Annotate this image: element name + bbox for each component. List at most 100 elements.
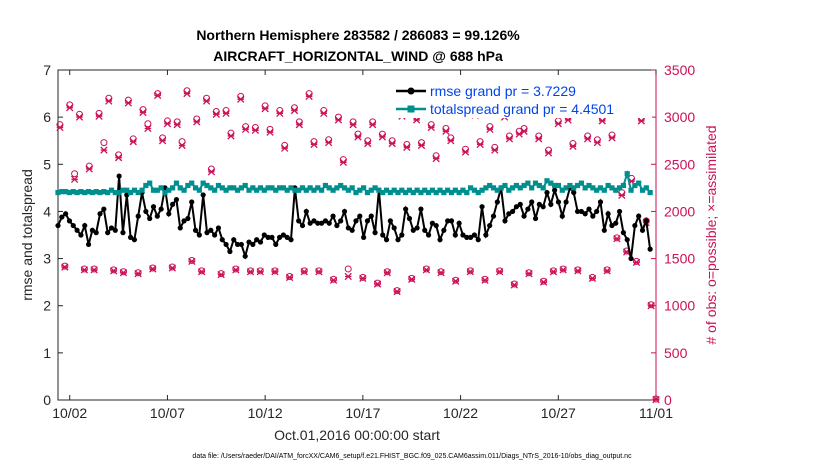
obs-assimilated-point <box>290 106 299 115</box>
obs-assimilated-point <box>217 270 225 279</box>
totalspread-point <box>330 187 336 193</box>
obs-assimilated-point <box>183 89 191 98</box>
obs-assimilated-point <box>227 132 235 140</box>
totalspread-point <box>620 182 626 189</box>
totalspread-point <box>616 185 623 191</box>
rmse-point <box>212 232 218 238</box>
rmse-point <box>288 237 294 243</box>
rmse-point <box>361 234 367 240</box>
totalspread-point <box>380 189 386 196</box>
rmse-point <box>173 197 180 203</box>
rmse-point <box>315 220 321 226</box>
totalspread-point <box>601 187 607 193</box>
rmse-point <box>540 204 546 210</box>
obs-possible-point <box>437 268 445 276</box>
rmse-point <box>441 227 447 233</box>
totalspread-point <box>322 182 329 189</box>
obs-possible-point <box>549 267 557 275</box>
obs-assimilated-point <box>173 121 181 129</box>
obs-assimilated-point <box>207 168 216 176</box>
obs-assimilated-point <box>652 395 660 404</box>
rmse-point <box>242 253 248 259</box>
totalspread-point <box>345 187 351 193</box>
totalspread-point <box>510 185 516 191</box>
totalspread-point <box>506 187 512 193</box>
totalspread-point <box>238 185 244 191</box>
obs-assimilated-point <box>232 266 240 274</box>
rmse-point <box>403 206 409 212</box>
totalspread-point <box>82 189 88 196</box>
totalspread-point <box>559 187 565 193</box>
rmse-point <box>231 237 237 243</box>
obs-assimilated-point <box>554 120 562 128</box>
rmse-point <box>418 206 424 212</box>
rmse-point <box>177 225 183 231</box>
obs-assimilated-point <box>647 302 655 310</box>
totalspread-point <box>166 187 172 193</box>
rmse-point <box>525 206 531 212</box>
obs-assimilated-point <box>295 121 304 129</box>
obs-possible-point <box>393 287 401 295</box>
rmse-point <box>552 187 558 193</box>
rmse-point <box>338 218 344 224</box>
obs-assimilated-point <box>593 138 602 147</box>
totalspread-point <box>422 187 428 193</box>
totalspread-point <box>338 182 344 189</box>
rmse-point <box>93 230 99 236</box>
totalspread-point <box>632 182 638 189</box>
obs-assimilated-point <box>408 275 416 283</box>
obs-possible-point <box>603 266 611 274</box>
rmse-point <box>574 208 581 215</box>
totalspread-point <box>399 187 405 193</box>
totalspread-point <box>173 180 180 186</box>
rmse-point <box>571 189 577 196</box>
obs-possible-point <box>256 267 264 275</box>
obs-possible-point <box>100 139 108 147</box>
rmse-point <box>422 227 428 233</box>
totalspread-point <box>307 185 313 191</box>
obs-assimilated-point <box>461 148 470 156</box>
obs-assimilated-point <box>442 127 450 135</box>
totalspread-point <box>334 185 340 191</box>
rmse-point <box>639 227 646 233</box>
obs-assimilated-point <box>95 112 103 120</box>
obs-assimilated-point <box>325 138 333 147</box>
totalspread-point <box>532 180 539 186</box>
totalspread-point <box>242 182 248 189</box>
totalspread-point <box>269 185 275 191</box>
totalspread-point <box>208 185 214 191</box>
legend-totalspread-label: totalspread grand pr = 4.4501 <box>430 101 614 117</box>
rmse-point <box>276 234 283 240</box>
rmse-point <box>464 234 470 240</box>
totalspread-point <box>636 180 642 186</box>
rmse-point <box>299 222 306 229</box>
obs-assimilated-point <box>266 128 274 136</box>
totalspread-point <box>590 185 596 191</box>
rmse-point <box>590 213 596 219</box>
obs-assimilated-point <box>427 123 435 132</box>
y-axis-label: rmse and totalspread <box>19 169 35 301</box>
rmse-point <box>78 232 84 238</box>
obs-assimilated-point <box>310 140 318 149</box>
totalspread-point <box>93 189 99 195</box>
obs-possible-point <box>588 273 596 281</box>
totalspread-point <box>234 187 241 193</box>
rmse-point <box>261 232 267 238</box>
rmse-point <box>357 213 363 219</box>
rmse-point <box>479 204 485 210</box>
totalspread-point <box>181 187 187 193</box>
rmse-point <box>326 220 332 226</box>
obs-assimilated-point <box>608 134 616 142</box>
rmse-point <box>586 206 592 212</box>
obs-assimilated-point <box>75 113 84 121</box>
rmse-point <box>59 214 65 220</box>
rmse-point <box>391 225 397 231</box>
left-tick-label: 4 <box>43 203 51 219</box>
totalspread-point <box>494 187 500 193</box>
obs-possible-point <box>271 267 279 275</box>
totalspread-point <box>154 187 160 193</box>
obs-assimilated-point <box>452 277 460 285</box>
obs-assimilated-point <box>598 117 606 125</box>
totalspread-point <box>498 185 504 191</box>
rmse-point <box>414 225 420 231</box>
